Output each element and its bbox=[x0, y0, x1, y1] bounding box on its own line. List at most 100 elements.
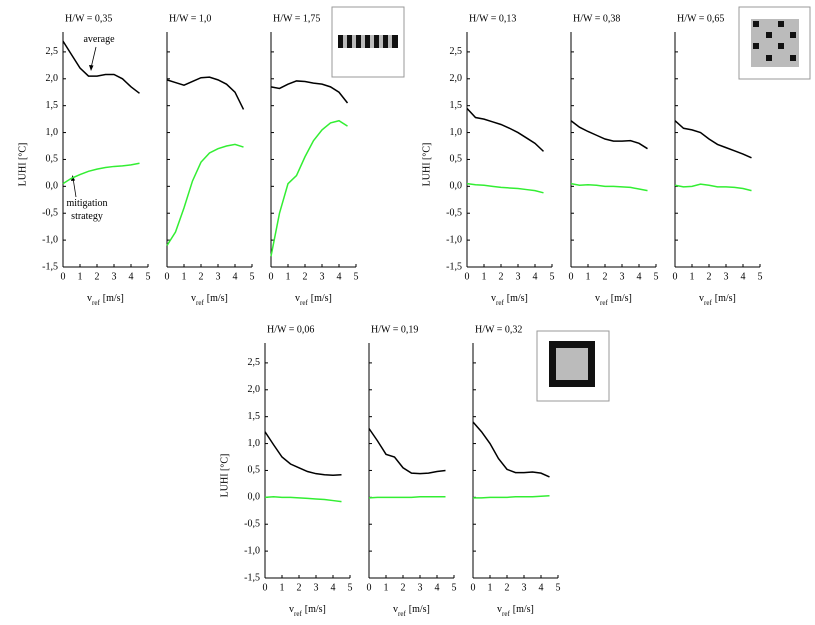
annotation-arrow bbox=[71, 46, 97, 198]
series-line bbox=[674, 120, 752, 159]
x-label-unit: [m/s] bbox=[207, 293, 228, 304]
panel-title: H/W = 0,35 bbox=[65, 13, 112, 24]
x-tick-label: 2 bbox=[505, 582, 510, 593]
series-line bbox=[62, 40, 140, 94]
y-axis-label: LUHI [°C] bbox=[219, 454, 230, 498]
x-tick-label: 2 bbox=[199, 271, 204, 282]
series-line bbox=[466, 182, 544, 194]
x-tick-label: 2 bbox=[303, 271, 308, 282]
x-tick-label: 4 bbox=[435, 582, 440, 593]
x-tick-label: 1 bbox=[280, 582, 285, 593]
series-line bbox=[62, 162, 140, 185]
x-label-unit: [m/s] bbox=[513, 604, 534, 615]
icon-square-frame bbox=[536, 330, 610, 402]
x-label-sub: ref bbox=[600, 299, 608, 307]
series-line bbox=[270, 80, 349, 104]
x-tick-label: 3 bbox=[314, 582, 319, 593]
x-tick-label: 3 bbox=[724, 271, 729, 282]
x-label-sub: ref bbox=[398, 610, 406, 618]
x-tick-label: 0 bbox=[471, 582, 476, 593]
x-label-unit: [m/s] bbox=[311, 293, 332, 304]
x-tick-label: 0 bbox=[165, 271, 170, 282]
x-tick-label: 4 bbox=[337, 271, 342, 282]
x-axis-label: vref [m/s] bbox=[295, 293, 332, 306]
panel-title: H/W = 0,19 bbox=[371, 324, 418, 335]
x-tick-label: 1 bbox=[482, 271, 487, 282]
y-tick-label: 2,0 bbox=[248, 384, 261, 395]
y-tick-label: 0,0 bbox=[450, 181, 463, 192]
series-line bbox=[570, 120, 648, 150]
x-axis-label: vref [m/s] bbox=[191, 293, 228, 306]
x-tick-label: 1 bbox=[384, 582, 389, 593]
x-tick-label: 2 bbox=[297, 582, 302, 593]
panel-title: H/W = 0,32 bbox=[475, 324, 522, 335]
x-label-unit: [m/s] bbox=[409, 604, 430, 615]
y-tick-label: 2,0 bbox=[46, 73, 59, 84]
x-tick-label: 3 bbox=[522, 582, 527, 593]
x-label-main: v bbox=[491, 293, 496, 304]
x-tick-label: 0 bbox=[263, 582, 268, 593]
x-tick-label: 3 bbox=[216, 271, 221, 282]
x-tick-label: 4 bbox=[233, 271, 238, 282]
x-tick-label: 5 bbox=[354, 271, 359, 282]
x-label-unit: [m/s] bbox=[507, 293, 528, 304]
x-tick-label: 5 bbox=[250, 271, 255, 282]
x-tick-label: 2 bbox=[603, 271, 608, 282]
series-line bbox=[166, 143, 244, 246]
x-tick-label: 2 bbox=[707, 271, 712, 282]
x-label-unit: [m/s] bbox=[715, 293, 736, 304]
y-tick-label: -1,0 bbox=[42, 234, 58, 245]
y-tick-label: 2,5 bbox=[450, 46, 463, 57]
x-label-main: v bbox=[295, 293, 300, 304]
x-tick-label: 3 bbox=[112, 271, 117, 282]
panel-title: H/W = 1,0 bbox=[169, 13, 211, 24]
series-line bbox=[473, 494, 550, 499]
x-label-main: v bbox=[595, 293, 600, 304]
x-tick-label: 3 bbox=[320, 271, 325, 282]
y-tick-label: 1,5 bbox=[450, 100, 463, 111]
y-tick-label: -1,5 bbox=[446, 261, 462, 272]
x-tick-label: 5 bbox=[452, 582, 457, 593]
x-label-sub: ref bbox=[496, 299, 504, 307]
panel-title: H/W = 1,75 bbox=[273, 13, 320, 24]
series-line bbox=[368, 496, 446, 499]
x-tick-label: 1 bbox=[78, 271, 83, 282]
y-tick-label: -0,5 bbox=[42, 208, 58, 219]
x-tick-label: 5 bbox=[654, 271, 659, 282]
y-tick-label: 0,0 bbox=[248, 492, 261, 503]
y-tick-label: -1,0 bbox=[244, 545, 260, 556]
y-tick-label: -0,5 bbox=[244, 519, 260, 530]
y-axis-label: LUHI [°C] bbox=[17, 143, 28, 187]
x-tick-label: 3 bbox=[418, 582, 423, 593]
series-line bbox=[466, 107, 545, 152]
y-tick-label: 0,5 bbox=[46, 154, 59, 165]
y-tick-label: 1,5 bbox=[248, 411, 261, 422]
x-axis-label: vref [m/s] bbox=[595, 293, 632, 306]
series-line bbox=[166, 76, 245, 110]
x-label-unit: [m/s] bbox=[611, 293, 632, 304]
x-tick-label: 4 bbox=[637, 271, 642, 282]
x-tick-label: 0 bbox=[465, 271, 470, 282]
y-tick-label: 0,5 bbox=[450, 154, 463, 165]
series-line bbox=[674, 183, 752, 192]
x-tick-label: 5 bbox=[758, 271, 763, 282]
x-tick-label: 1 bbox=[488, 582, 493, 593]
x-label-main: v bbox=[87, 293, 92, 304]
y-tick-label: 2,5 bbox=[248, 357, 261, 368]
annotation-mitigation: mitigation strategy bbox=[66, 198, 108, 222]
x-tick-label: 5 bbox=[550, 271, 555, 282]
x-tick-label: 4 bbox=[533, 271, 538, 282]
x-tick-label: 5 bbox=[556, 582, 561, 593]
x-tick-label: 4 bbox=[539, 582, 544, 593]
series-line bbox=[472, 421, 550, 478]
x-label-unit: [m/s] bbox=[305, 604, 326, 615]
x-label-main: v bbox=[699, 293, 704, 304]
series-line bbox=[264, 431, 342, 477]
y-tick-label: 1,0 bbox=[450, 127, 463, 138]
y-tick-label: -0,5 bbox=[446, 208, 462, 219]
x-tick-label: 3 bbox=[620, 271, 625, 282]
x-label-sub: ref bbox=[502, 610, 510, 618]
x-tick-label: 1 bbox=[586, 271, 591, 282]
icon-checker bbox=[738, 6, 811, 80]
